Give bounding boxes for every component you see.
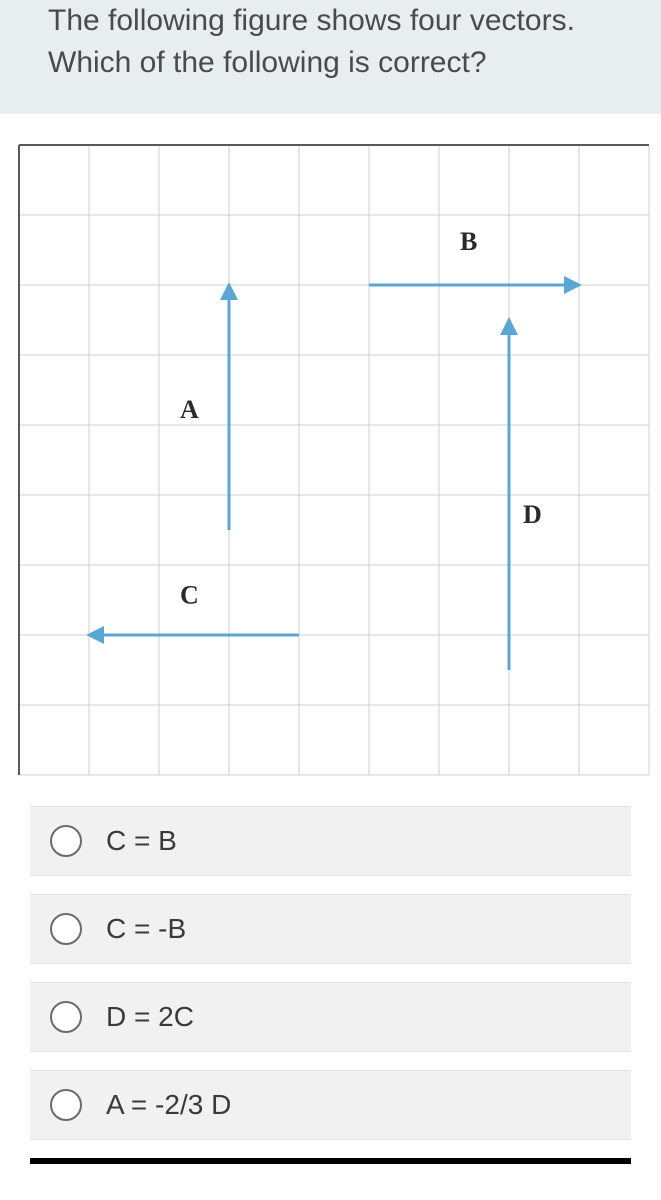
- radio-icon[interactable]: [50, 1089, 82, 1121]
- option-label: C = -B: [106, 913, 186, 945]
- vector-figure: A B C D: [0, 114, 661, 806]
- radio-icon[interactable]: [50, 1001, 82, 1033]
- vector-label-c: C: [180, 581, 199, 610]
- vector-label-d: D: [523, 500, 542, 529]
- question-text: The following figure shows four vectors.…: [0, 0, 661, 114]
- opt-c-eq-negb[interactable]: C = -B: [30, 894, 631, 964]
- option-label: C = B: [106, 825, 177, 857]
- option-label: D = 2C: [106, 1001, 194, 1033]
- vector-label-b: B: [460, 227, 477, 256]
- vector-label-a: A: [180, 395, 199, 424]
- radio-icon[interactable]: [50, 825, 82, 857]
- answer-options: C = B C = -B D = 2C A = -2/3 D: [0, 806, 661, 1140]
- opt-d-eq-2c[interactable]: D = 2C: [30, 982, 631, 1052]
- option-label: A = -2/3 D: [106, 1089, 231, 1121]
- bottom-divider: [30, 1158, 631, 1164]
- radio-icon[interactable]: [50, 913, 82, 945]
- vector-diagram-svg: A B C D: [18, 144, 650, 776]
- opt-c-eq-b[interactable]: C = B: [30, 806, 631, 876]
- opt-a-eq-neg23d[interactable]: A = -2/3 D: [30, 1070, 631, 1140]
